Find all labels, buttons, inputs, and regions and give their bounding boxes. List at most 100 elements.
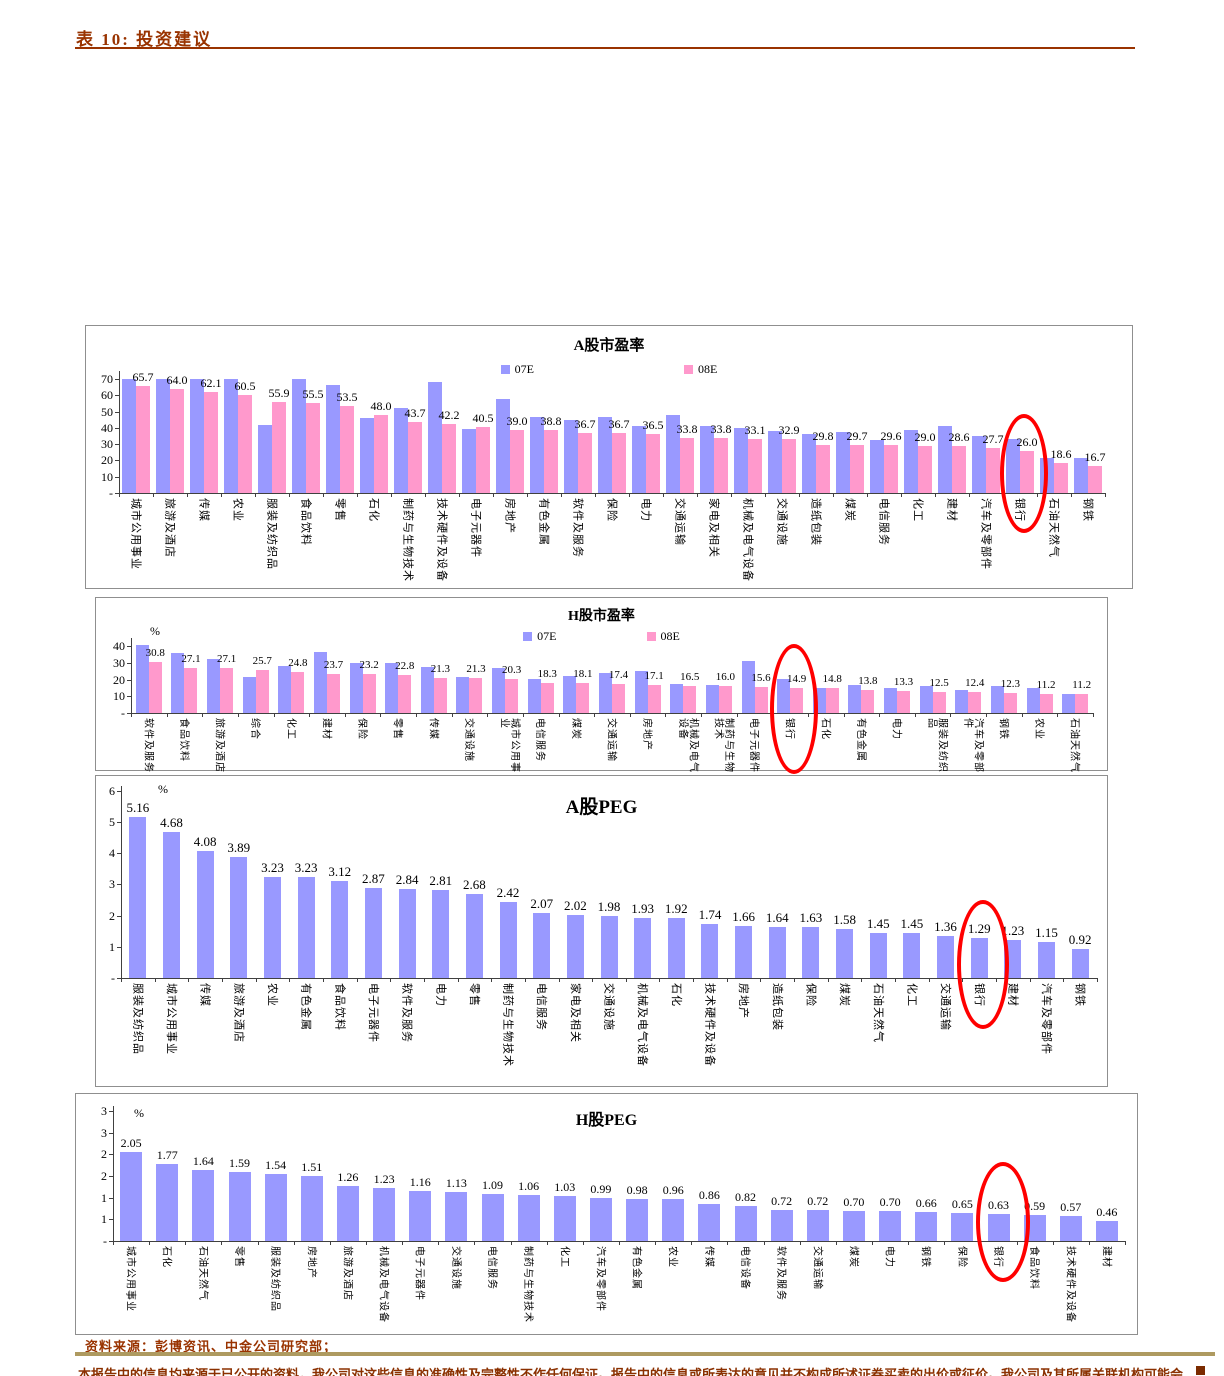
x-tick-mark [944,1241,946,1245]
category-label: 建材 [320,718,332,740]
category-label: 食品饮料 [1028,1246,1040,1290]
data-label: 0.46 [1096,1205,1118,1220]
data-label: 1.45 [900,915,924,931]
data-label: 14.8 [822,673,842,686]
bar-08e [505,679,519,713]
bar-peg [662,1199,685,1241]
y-tick-label: 30 [113,656,125,670]
bar-07e [171,653,185,713]
category-label: 零售 [391,718,403,740]
x-tick-mark [908,1241,910,1245]
data-label: 25.7 [252,655,272,668]
bar-peg [879,1210,902,1241]
bar-peg [836,928,854,978]
category-label: 家电及相关 [568,983,581,1043]
x-tick-mark [546,1241,548,1245]
y-tick-mark [117,978,121,979]
legend-label: 08E [698,362,718,376]
data-label: 11.2 [1072,679,1092,692]
x-tick-mark [731,493,732,497]
bar-08e [986,447,1000,493]
bar-peg [869,932,887,978]
data-label: 1.09 [482,1177,503,1192]
category-label: 技术硬件及设备 [435,498,448,582]
y-tick-mark [117,884,121,886]
data-label: 12.5 [929,677,949,690]
bar-peg [667,918,685,978]
category-label: 机械及电气设备 [676,718,699,773]
x-tick-mark [1105,493,1106,497]
x-tick-mark [861,978,863,982]
category-label: 有色金属 [630,1246,642,1290]
data-label: 1.66 [732,909,755,925]
category-label: 房地产 [641,718,653,751]
bar-08e [754,687,768,713]
chart-box-4: H股PEG - 1 1 2 2 3 3% 2.05 城市公用事业 1.77 石化 1.64 石油天然气 1.… [75,1093,1138,1335]
bar-peg [409,1190,432,1241]
bar-peg [264,1174,287,1241]
x-tick-mark [329,1241,331,1245]
x-tick-mark [166,713,168,717]
category-label: 汽车及零部件 [961,718,984,773]
category-label: 旅游及酒店 [341,1246,353,1301]
data-label: 42.2 [438,408,460,423]
bar-peg [634,917,652,978]
category-label: 交通设施 [449,1246,461,1290]
category-label: 化工 [905,983,918,1007]
y-tick-label: - [109,486,113,500]
chart-title: A股PEG [565,797,638,818]
y-tick-label: 1 [109,939,115,954]
x-tick-mark [697,493,698,497]
x-tick-mark [843,713,845,717]
data-label: 0.96 [662,1183,684,1198]
category-label: 造纸包装 [770,983,783,1031]
category-label: 钢铁 [919,1246,931,1268]
x-tick-mark [423,978,425,982]
bar-07e [802,434,816,493]
data-label: 3.23 [294,860,318,876]
bar-07e [1062,694,1076,713]
y-tick-mark [117,853,121,855]
x-tick-mark [558,978,560,982]
y-tick-label: 70 [101,372,113,387]
x-tick-mark [726,978,728,982]
category-label: 有色金属 [299,983,312,1031]
data-label: 0.72 [771,1193,793,1208]
y-tick-label: 20 [101,453,113,468]
data-label: 16.5 [680,670,700,683]
bar-peg [1071,949,1089,978]
y-tick-label: - [103,1234,107,1248]
plot-area [131,638,1094,714]
category-label: 旅游及酒店 [213,718,225,773]
data-label: 36.7 [574,417,596,432]
bar-peg [802,927,820,978]
x-tick-mark [390,978,392,982]
bar-07e [938,426,952,493]
x-tick-mark [293,1241,295,1245]
category-label: 建材 [1006,983,1019,1007]
data-label: 1.16 [409,1174,431,1189]
bar-07e [385,663,399,713]
bar-08e [748,439,762,493]
x-tick-mark [765,493,766,497]
category-label: 电信服务 [535,983,548,1031]
bar-08e [374,414,388,493]
x-tick-mark [119,493,120,497]
x-tick-mark [619,1241,620,1245]
bar-07e [1026,687,1040,713]
category-label: 化工 [558,1246,570,1268]
bar-peg [1095,1221,1118,1241]
bar-07e [207,658,221,713]
x-tick-mark [524,978,526,982]
data-label: 29.8 [812,428,834,443]
y-tick-label: 40 [113,639,125,654]
bar-peg [192,1170,215,1241]
x-tick-mark [391,493,392,497]
category-label: 保险 [605,498,618,522]
bar-07e [394,407,408,493]
x-tick-mark [323,493,324,497]
category-label: 传媒 [198,983,211,1007]
bar-peg [398,889,416,978]
data-label: 33.8 [676,422,698,437]
x-tick-mark [121,978,122,982]
